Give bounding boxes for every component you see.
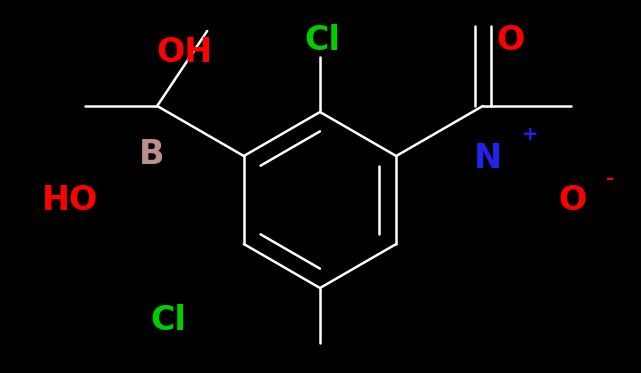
Text: B: B bbox=[139, 138, 165, 172]
Text: OH: OH bbox=[157, 35, 213, 69]
Text: +: + bbox=[522, 125, 538, 144]
Text: N: N bbox=[474, 141, 502, 175]
Text: Cl: Cl bbox=[150, 304, 186, 336]
Text: Cl: Cl bbox=[304, 23, 340, 56]
Text: -: - bbox=[606, 169, 614, 188]
Text: O: O bbox=[558, 184, 586, 216]
Text: O: O bbox=[496, 23, 524, 56]
Text: HO: HO bbox=[42, 184, 98, 216]
